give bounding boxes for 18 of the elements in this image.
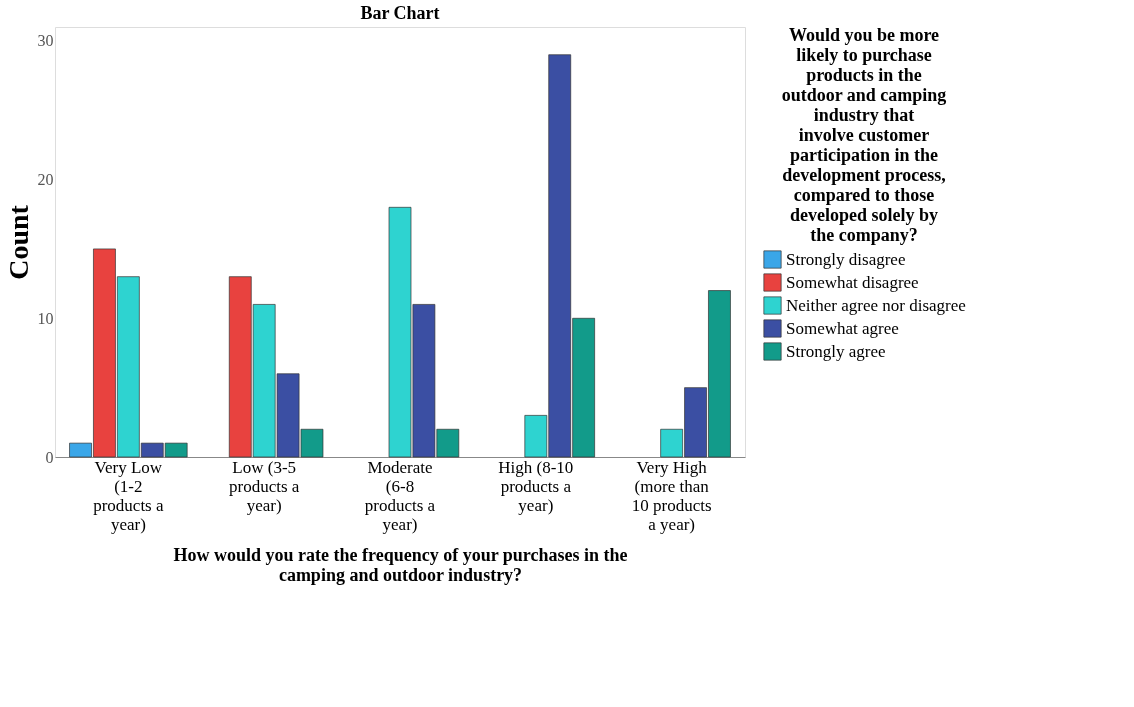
y-tick-label: 0 (45, 448, 54, 466)
legend-label: Strongly disagree (786, 249, 906, 269)
text: Would you be more likely to purchase products in the outdoor and camping industry that involve customer participation in the development process, compared to those developed solely by the company? (781, 25, 947, 245)
legend-label: Strongly agree (786, 341, 886, 361)
x-tick-label: Moderate (6-8 products a year) (364, 457, 436, 534)
y-tick-label: 10 (37, 309, 54, 327)
y-axis-title: Count (2, 204, 34, 280)
x-axis-title: How would you rate the frequency of your purchases in the camping and outdoor industry? (173, 544, 628, 585)
x-tick-label: Very Low (1-2 products a year) (93, 457, 164, 534)
x-tick-label: High (8-10 products a year) (498, 457, 574, 515)
x-tick-label: Low (3-5 products a year) (229, 457, 300, 515)
chart-title: Bar Chart (360, 3, 440, 23)
y-tick-label: 30 (37, 32, 54, 50)
x-tick-label: Very High (more than 10 products a year) (631, 457, 712, 534)
legend-label: Somewhat agree (786, 318, 899, 338)
y-tick-label: 20 (37, 171, 54, 189)
legend-label: Somewhat disagree (786, 272, 919, 292)
legend-label: Neither agree nor disagree (786, 295, 966, 315)
